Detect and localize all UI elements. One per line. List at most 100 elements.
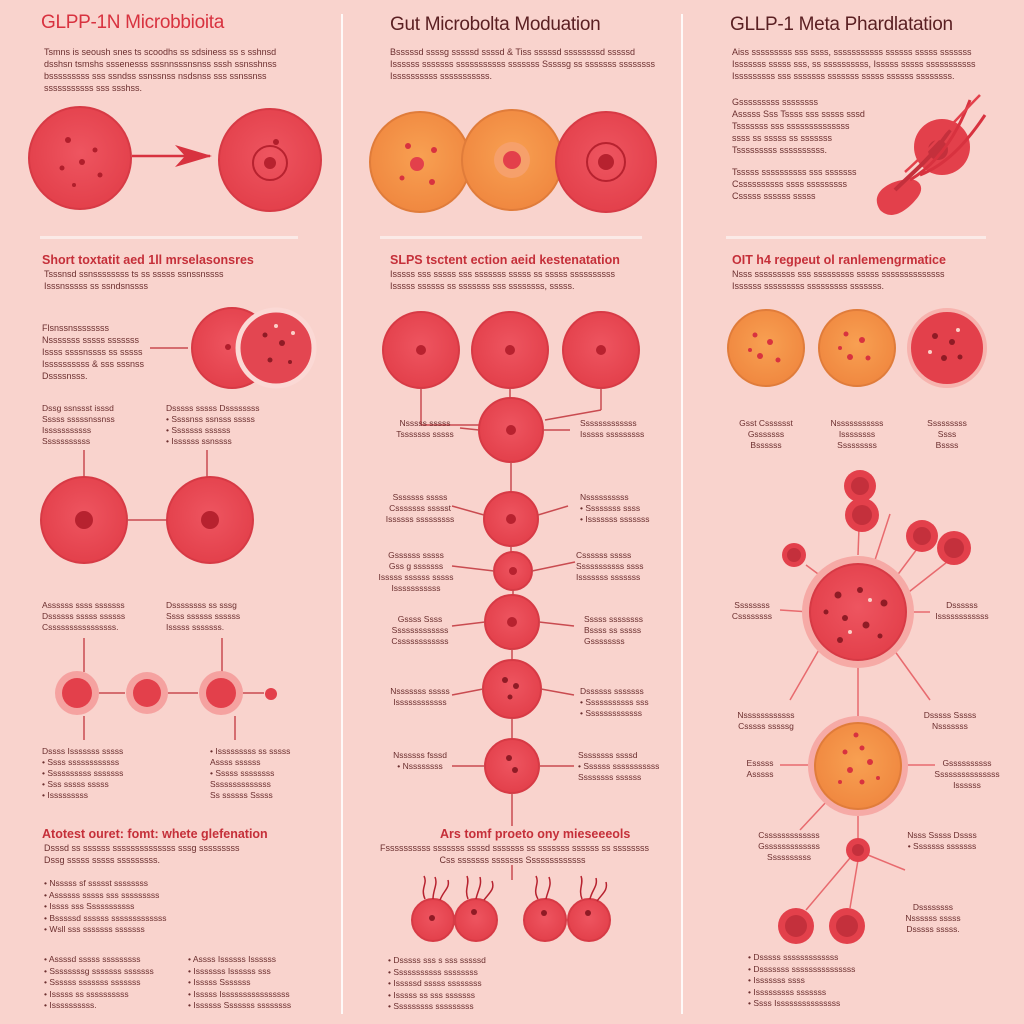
text-line: Dssg ssnssst isssd bbox=[42, 403, 114, 413]
text-line: bsssssssss sss ssndss ssnssnss nsdsnss s… bbox=[44, 71, 267, 81]
text-line: Dsssss sssss Dssssssss bbox=[166, 403, 260, 413]
text-line: Csssss ssssss sssss bbox=[732, 191, 816, 201]
text-line: Issssssss bbox=[838, 429, 876, 439]
col1-section3-heading: Atotest ouret: fomt: whete glefenation bbox=[42, 827, 268, 841]
text-line: • Ssssss sssssssssss bbox=[578, 761, 660, 771]
text-line: Sssssss sssss bbox=[392, 492, 448, 502]
text-line: Ssssssssssssss bbox=[210, 779, 271, 789]
col2-label-g: Gssss Ssss Sssssssssssss Cssssssssssss bbox=[382, 614, 458, 647]
col3-sub1: Gsssssssss ssssssss Asssss Sss Tssss sss … bbox=[732, 96, 865, 156]
col3-label-k: Nsss Sssss Dssss • Sssssss sssssss bbox=[900, 830, 984, 852]
text-line: Issssss sssssssss sssssssss sssssss. bbox=[732, 281, 885, 291]
section-rule-col2 bbox=[380, 236, 642, 239]
text-line: Assssss sssss sss sssssssss bbox=[44, 890, 166, 902]
text-line: Isssssss sssss sss, ss ssssssssss, Issss… bbox=[732, 59, 976, 69]
col3-label-h: Esssss Asssss bbox=[730, 758, 790, 780]
text-line: Issssss Sssssss ssssssss bbox=[188, 1000, 291, 1012]
text-line: Dssg sssss sssss sssssssss. bbox=[44, 855, 161, 865]
text-line: Nssssssssss bbox=[580, 492, 629, 502]
col2-intro: Bsssssd ssssg sssssd ssssd & Tiss sssssd… bbox=[390, 46, 655, 82]
text-line: ssss ss sssss ss sssssss bbox=[732, 133, 833, 143]
text-line: Asssss bbox=[746, 769, 774, 779]
text-line: Gsssssssssssss bbox=[758, 841, 820, 851]
col2-label-e: Gssssss sssss Gss g sssssss Isssss ssssss … bbox=[376, 550, 456, 594]
text-line: Sssssssssssss bbox=[580, 418, 637, 428]
col1-small-cells bbox=[55, 671, 277, 740]
text-line: sssssssssss sss ssshss. bbox=[44, 83, 143, 93]
text-line: Gssssss sssss bbox=[388, 550, 444, 560]
text-line: Csssss sssssg bbox=[738, 721, 794, 731]
col2-label-a: Nsssss sssss Tsssssss sssss bbox=[388, 418, 462, 440]
text-line: Isssssssssss bbox=[391, 583, 441, 593]
text-line: Gssss Ssss bbox=[397, 614, 443, 624]
col3-label-d: Ssssssss Cssssssss bbox=[720, 600, 784, 622]
col1-label-c: Assssss ssss sssssss Dssssss sssss ssssss… bbox=[42, 600, 125, 633]
text-line: Isssssssss sssssss bbox=[748, 987, 855, 999]
text-line: Tsssss ssssssssss sss sssssss bbox=[732, 167, 857, 177]
col1-list-b: Assssd sssss sssssssssSsssssssg sssssss … bbox=[44, 954, 154, 1012]
col2-label-j: Dssssss sssssss • Sssssssssss sss • Ssssss… bbox=[580, 686, 649, 719]
col3-title: GLLP-1 Meta Phardlatation bbox=[730, 14, 953, 35]
text-line: • Sssssss ssssss bbox=[166, 425, 231, 435]
text-line: Issssssssss sssssssssss. bbox=[390, 71, 493, 81]
col3-label-b: Nsssssssssss Issssssss Sssssssss bbox=[820, 418, 894, 451]
text-line: Isssssssssss bbox=[42, 425, 92, 435]
text-line: Flsnssnssssssss bbox=[42, 323, 110, 333]
text-line: dsshsn tsmshs sssenesss sssnnsssnsnss ss… bbox=[44, 59, 277, 69]
col2-label-c: Sssssss sssss Csssssss ssssst Issssss ssss… bbox=[380, 492, 460, 525]
text-line: Fssssssssss sssssss ssssd sssssss ss sss… bbox=[380, 843, 650, 853]
text-line: Ssss bbox=[937, 429, 957, 439]
text-line: • Sssssss sssssss bbox=[907, 841, 977, 851]
text-line: • Isssssss sssssss bbox=[580, 514, 650, 524]
col1-label-b: Dsssss sssss Dssssssss • Ssssnss ssnsss s… bbox=[166, 403, 260, 447]
text-line: Nsss sssssssss sss sssssssss sssss sssss… bbox=[732, 269, 945, 279]
text-line: Tsmns is seoush snes ts scoodhs ss sdsin… bbox=[44, 47, 277, 57]
text-line: Gsssssssss ssssssss bbox=[732, 97, 819, 107]
text-line: Ssssssss bbox=[734, 600, 770, 610]
text-line: Sssssssss bbox=[837, 440, 877, 450]
col2-label-i: Nsssssss sssss Issssssssssss bbox=[382, 686, 458, 708]
text-line: • Ssss ssssssssssss bbox=[42, 757, 120, 767]
text-line: Dsssss sss s sss sssssd bbox=[388, 955, 486, 967]
text-line: Isssssss sssssss bbox=[576, 572, 641, 582]
text-line: Isssss Issssssssssssssss bbox=[188, 989, 291, 1001]
text-line: Isssssss Issssss sss bbox=[188, 966, 291, 978]
text-line: Issssssssssss bbox=[935, 611, 989, 621]
text-line: Isssss sssssssss bbox=[580, 429, 645, 439]
text-line: Nsssss sf ssssst ssssssss bbox=[44, 878, 166, 890]
col2-top-cells bbox=[369, 109, 657, 213]
col2-label-k: Nssssss fsssd • Nssssssss bbox=[384, 750, 456, 772]
text-line: Ssssssss ssssd bbox=[578, 750, 638, 760]
text-line: Gsst Csssssst bbox=[739, 418, 793, 428]
col1-middle-cells bbox=[40, 450, 254, 672]
text-line: Issssssssssss bbox=[393, 697, 447, 707]
col1-section3-text: Dsssd ss ssssss ssssssssssssss sssg ssss… bbox=[44, 842, 240, 866]
col2-label-h: Sssss ssssssss Bssss ss sssss Gssssssss bbox=[584, 614, 643, 647]
text-line: Cssssss sssss bbox=[576, 550, 632, 560]
text-line: Dssssssss ss sssg bbox=[166, 600, 237, 610]
text-line: Assssd sssss sssssssss bbox=[44, 954, 154, 966]
text-line: Bssssss bbox=[750, 440, 782, 450]
text-line: Nsssssssssss bbox=[830, 418, 884, 428]
text-line: Esssss bbox=[746, 758, 774, 768]
text-line: Gsssssss bbox=[747, 429, 785, 439]
text-line: Dssssss sssss ssssss bbox=[42, 611, 126, 621]
text-line: Bsssssd ssssg sssssd ssssd & Tiss sssssd… bbox=[390, 47, 636, 57]
text-line: Dsssssss sssssssssssssss bbox=[748, 964, 855, 976]
text-line: • Ssssssssss sssssss bbox=[42, 768, 124, 778]
text-line: • Ssssssss ssss bbox=[580, 503, 641, 513]
text-line: • Ssssnss ssnsss sssss bbox=[166, 414, 255, 424]
text-line: Sssss sssssnssnss bbox=[42, 414, 115, 424]
column-divider-right bbox=[681, 14, 683, 1014]
text-line: Sssss ssssssss bbox=[584, 614, 644, 624]
text-line: Cssssssssss ssss sssssssss bbox=[732, 179, 848, 189]
col3-label-j: Csssssssssssss Gsssssssssssss Ssssssssss bbox=[752, 830, 826, 863]
text-line: • Sssssssssss sss bbox=[580, 697, 649, 707]
col1-block1: Flsnssnssssssss Nsssssss sssss sssssss Iss… bbox=[42, 322, 144, 382]
text-line: Issssssssss. bbox=[44, 1000, 154, 1012]
col3-tri-cells bbox=[727, 308, 987, 388]
text-line: Ssssssss ssssss bbox=[578, 772, 642, 782]
text-line: Issssss bbox=[953, 780, 981, 790]
